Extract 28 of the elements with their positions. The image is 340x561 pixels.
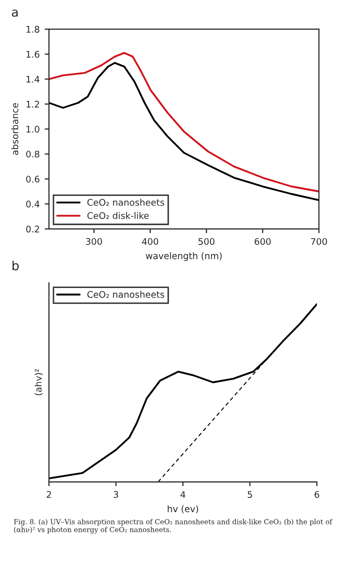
y-tick-label: 1.2 [26,100,40,108]
y-tick-label: 0.2 [26,226,40,232]
x-tick-label: 6 [314,491,320,498]
y-tick-label: 0.4 [26,200,40,208]
y-tick-label: 1.6 [26,50,40,58]
x-tick-label: 3 [114,491,118,498]
legend-label: CeO₂ disk-like [87,212,149,220]
y-tick-label: 0.6 [26,176,40,183]
x-tick-label: 600 [254,238,271,245]
y-tick-label: 0.8 [26,150,40,158]
y-axis-title: absorbance [11,103,18,155]
y-tick-label: 1.4 [26,76,40,83]
y-axis-title: (ahv)² [34,369,43,396]
x-axis-title: wavelength (nm) [146,252,222,261]
x-tick-label: 400 [142,238,158,245]
text: b [12,260,19,270]
x-tick-label: 300 [86,238,102,245]
x-tick-label: 4 [180,491,186,498]
x-tick-label: 2 [46,491,51,498]
legend-label: CeO₂ nanosheets [87,198,164,206]
x-tick-label: 5 [248,491,252,498]
y-tick-label: 1.0 [26,126,40,133]
y-tick-label: 1.8 [26,26,40,33]
x-tick-label: 700 [311,238,327,245]
x-tick-label: 500 [198,238,214,245]
x-axis-title: hv (ev) [168,505,198,514]
text: CeO₂ nanosheets [87,290,164,298]
text: a [12,10,18,17]
